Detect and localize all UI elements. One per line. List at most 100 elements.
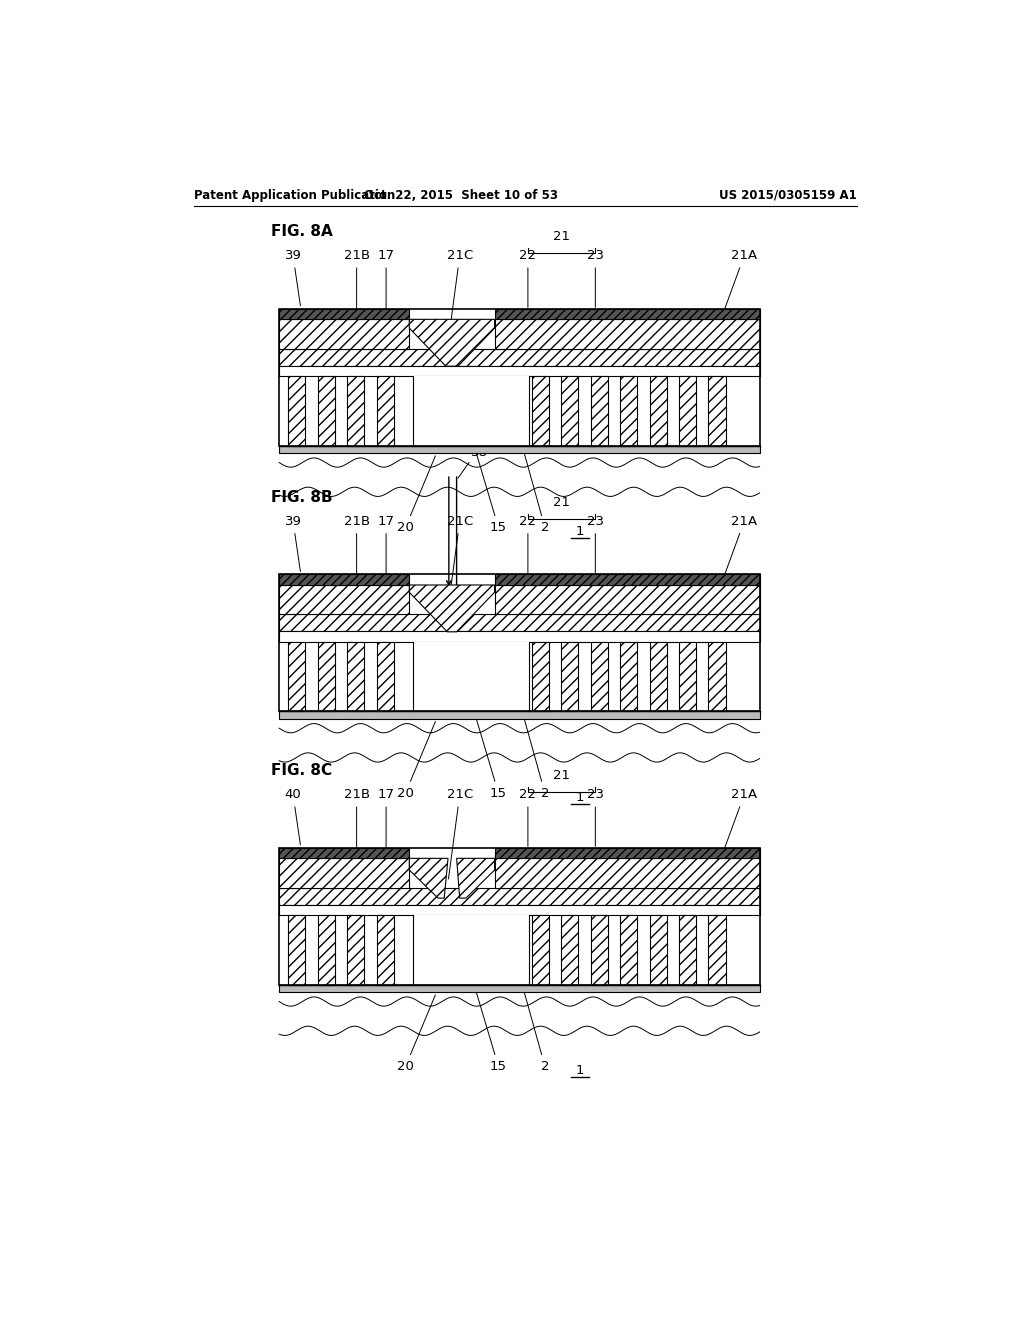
Bar	[280, 574, 410, 585]
Text: 22: 22	[519, 515, 537, 573]
Text: 1: 1	[575, 525, 584, 539]
Bar	[414, 642, 528, 711]
Text: 2: 2	[522, 446, 549, 535]
Bar	[591, 915, 607, 985]
Bar	[649, 915, 667, 985]
Text: 23: 23	[587, 515, 604, 573]
Text: 21: 21	[553, 770, 569, 781]
Bar	[280, 847, 760, 985]
Text: 1: 1	[575, 1064, 584, 1077]
Text: 2: 2	[522, 713, 549, 800]
Bar	[649, 376, 667, 446]
Text: 1: 1	[575, 791, 584, 804]
Bar	[280, 574, 760, 711]
Text: FIG. 8A: FIG. 8A	[271, 224, 333, 239]
Bar	[377, 376, 394, 446]
Text: 23: 23	[587, 249, 604, 308]
Text: n⁺: n⁺	[495, 973, 506, 983]
Bar	[495, 319, 760, 348]
Bar	[280, 711, 760, 719]
Bar	[621, 642, 637, 711]
Bar	[280, 887, 760, 904]
Text: n⁺: n⁺	[495, 434, 506, 444]
Polygon shape	[410, 585, 495, 632]
Text: 39: 39	[285, 249, 301, 306]
Text: 21C: 21C	[446, 515, 473, 606]
Text: Patent Application Publication: Patent Application Publication	[194, 189, 395, 202]
Bar	[495, 847, 760, 858]
Text: 21B: 21B	[344, 788, 370, 855]
Text: US 2015/0305159 A1: US 2015/0305159 A1	[719, 189, 856, 202]
Bar	[495, 858, 760, 887]
Text: 21: 21	[553, 230, 569, 243]
Polygon shape	[410, 858, 449, 898]
Text: 20: 20	[397, 995, 435, 1073]
Bar	[414, 376, 528, 446]
Bar	[317, 376, 335, 446]
Text: 2: 2	[522, 986, 549, 1073]
Text: 22: 22	[519, 249, 537, 308]
Bar	[289, 915, 305, 985]
Text: 22: 22	[519, 788, 537, 846]
Text: 17: 17	[378, 515, 394, 620]
Text: 21B: 21B	[344, 515, 370, 582]
Bar	[280, 985, 760, 993]
Bar	[347, 915, 365, 985]
Text: n⁺: n⁺	[495, 700, 506, 710]
Text: 21C: 21C	[446, 788, 473, 879]
Bar	[679, 642, 696, 711]
Bar	[709, 376, 726, 446]
Bar	[280, 585, 410, 614]
Text: 21C: 21C	[446, 249, 473, 341]
Bar	[280, 614, 760, 631]
Bar	[280, 366, 760, 376]
Bar	[289, 642, 305, 711]
Bar	[679, 915, 696, 985]
Text: 15: 15	[476, 718, 507, 800]
Bar	[591, 642, 607, 711]
Text: FIG. 8C: FIG. 8C	[271, 763, 333, 779]
Bar	[495, 585, 760, 614]
Bar	[280, 309, 410, 319]
Text: 21A: 21A	[722, 788, 757, 855]
Text: 17: 17	[378, 788, 394, 894]
Bar	[280, 319, 410, 348]
Bar	[347, 376, 365, 446]
Text: 39: 39	[285, 515, 301, 572]
Bar	[280, 904, 760, 915]
Text: 15: 15	[476, 991, 507, 1073]
Bar	[317, 915, 335, 985]
Text: 15: 15	[476, 453, 507, 535]
Bar	[280, 446, 760, 453]
Bar	[495, 309, 760, 319]
Bar	[561, 642, 579, 711]
Bar	[679, 376, 696, 446]
Polygon shape	[457, 858, 495, 898]
Bar	[280, 309, 760, 446]
Bar	[280, 348, 760, 366]
Bar	[561, 915, 579, 985]
Bar	[531, 376, 549, 446]
Polygon shape	[410, 319, 495, 366]
Text: 21A: 21A	[722, 515, 757, 582]
Bar	[347, 642, 365, 711]
Bar	[495, 574, 760, 585]
Text: 38: 38	[471, 446, 487, 459]
Bar	[377, 915, 394, 985]
Bar	[709, 915, 726, 985]
Bar	[649, 642, 667, 711]
Text: 20: 20	[397, 455, 435, 535]
Bar	[280, 847, 410, 858]
Bar	[280, 631, 760, 642]
Bar	[621, 376, 637, 446]
Bar	[591, 376, 607, 446]
Bar	[317, 642, 335, 711]
Text: 21: 21	[553, 496, 569, 508]
Bar	[531, 915, 549, 985]
Text: 23: 23	[587, 788, 604, 846]
Text: FIG. 8B: FIG. 8B	[271, 490, 333, 506]
Bar	[377, 642, 394, 711]
Bar	[280, 858, 410, 887]
Text: 21A: 21A	[722, 249, 757, 317]
Bar	[414, 915, 528, 985]
